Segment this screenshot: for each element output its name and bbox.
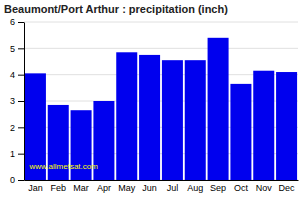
x-tick: May — [118, 180, 136, 193]
x-tick: Mar — [73, 180, 89, 193]
y-tick-mark — [18, 75, 24, 76]
y-tick: 2 — [10, 123, 24, 133]
y-tick: 4 — [10, 70, 24, 80]
grid-line — [24, 22, 298, 23]
y-tick-mark — [18, 101, 24, 102]
y-tick: 6 — [10, 17, 24, 27]
x-tick-label: Mar — [73, 183, 89, 193]
y-tick-label: 0 — [10, 175, 15, 185]
y-tick-mark — [18, 127, 24, 128]
bar — [276, 72, 297, 180]
x-axis: Jan Feb Mar Apr May Jun Jul Aug Sep Oct Nov Dec — [25, 180, 299, 193]
bar — [230, 84, 251, 180]
x-tick: Aug — [187, 180, 203, 193]
bar — [139, 55, 160, 180]
bar — [162, 60, 183, 180]
y-tick: 3 — [10, 96, 24, 106]
bar — [253, 71, 274, 180]
y-tick-mark — [18, 22, 24, 23]
chart: Beaumont/Port Arthur : precipitation (in… — [0, 0, 306, 200]
x-tick: Nov — [256, 180, 273, 193]
bars — [25, 38, 297, 180]
y-tick-label: 4 — [10, 70, 15, 80]
title: Beaumont/Port Arthur : precipitation (in… — [4, 3, 228, 15]
x-tick: Dec — [279, 180, 296, 193]
x-tick: Oct — [234, 180, 249, 193]
x-tick: Jan — [28, 180, 43, 193]
x-tick: Jun — [142, 180, 157, 193]
y-tick-label: 1 — [10, 149, 15, 159]
bar — [116, 52, 137, 180]
x-tick: Jul — [167, 180, 179, 193]
x-tick-label: Feb — [50, 183, 66, 193]
y-tick-label: 5 — [10, 44, 15, 54]
y-tick: 1 — [10, 149, 24, 159]
grid-line — [24, 48, 298, 49]
x-tick-label: Jul — [167, 183, 179, 193]
y-tick-label: 2 — [10, 123, 15, 133]
y-tick-mark — [18, 180, 24, 181]
plot: 0 1 2 3 4 5 6 Jan Feb Mar Apr May Jun Jul Aug Sep Oct Nov… — [10, 17, 299, 193]
x-tick: Feb — [50, 180, 66, 193]
x-tick-label: Dec — [279, 183, 296, 193]
x-axis-line — [25, 180, 299, 181]
y-tick-label: 3 — [10, 96, 15, 106]
y-tick-mark — [18, 48, 24, 49]
x-tick: Apr — [97, 180, 111, 193]
x-tick: Sep — [210, 180, 226, 193]
y-tick-mark — [18, 154, 24, 155]
x-tick-label: Aug — [187, 183, 203, 193]
x-tick-label: May — [118, 183, 136, 193]
annotation: www.allmetsat.com — [28, 162, 98, 171]
x-tick-label: Jan — [28, 183, 43, 193]
y-tick: 0 — [10, 175, 24, 185]
x-tick-label: Apr — [97, 183, 111, 193]
y-axis-line — [24, 23, 25, 181]
x-tick-label: Sep — [210, 183, 226, 193]
y-axis: 0 1 2 3 4 5 6 — [10, 17, 25, 185]
bar — [208, 38, 229, 180]
x-tick-label: Jun — [142, 183, 157, 193]
bar — [185, 60, 206, 180]
grid — [24, 22, 298, 180]
y-tick: 5 — [10, 44, 24, 54]
x-tick-label: Oct — [234, 183, 249, 193]
x-tick-label: Nov — [256, 183, 273, 193]
y-tick-label: 6 — [10, 17, 15, 27]
